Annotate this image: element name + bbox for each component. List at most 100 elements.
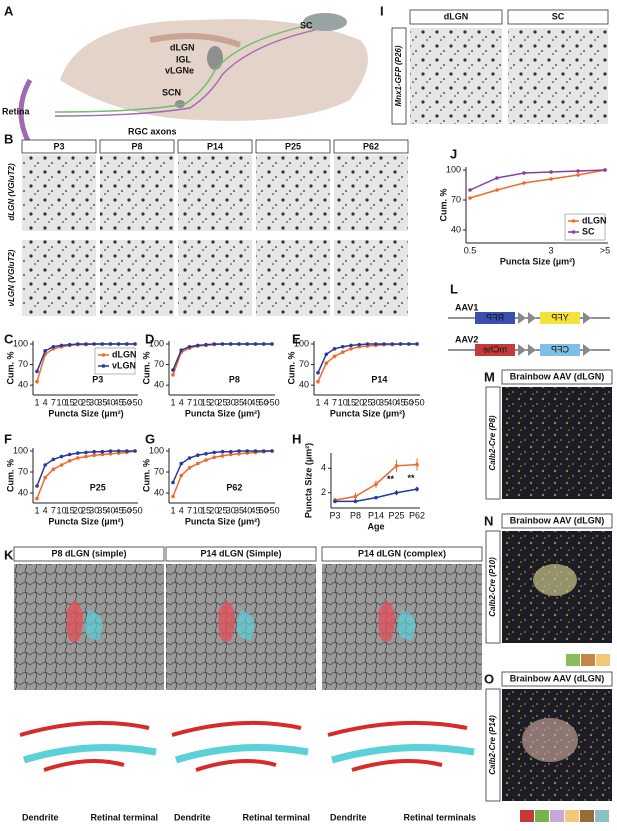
y-axis-label: Cum. % <box>438 188 448 221</box>
column-header <box>333 139 409 154</box>
data-point <box>340 350 345 355</box>
column-header <box>501 513 613 529</box>
legend-text: SC <box>582 226 595 236</box>
x-axis-label: Puncta Size (µm²) <box>185 408 260 418</box>
data-point <box>35 496 39 501</box>
x-tick-label: 15 <box>201 397 211 407</box>
column-header <box>501 369 613 385</box>
data-point <box>125 342 129 346</box>
data-point <box>171 494 175 499</box>
x-axis-label: Age <box>367 521 384 531</box>
data-point <box>204 342 208 347</box>
x-tick-label: 25 <box>81 505 91 515</box>
column-header <box>255 139 331 154</box>
x-tick-label: 35 <box>97 505 107 515</box>
x-tick-label: 35 <box>234 397 244 407</box>
x-tick-label: >50 <box>264 397 279 407</box>
column-header-text: P8 <box>131 141 142 151</box>
x-tick-label: 45 <box>250 505 260 515</box>
data-point <box>468 196 472 200</box>
x-tick-label: 15 <box>65 505 75 515</box>
data-point <box>116 449 121 453</box>
data-point <box>76 456 80 460</box>
data-point <box>357 342 362 347</box>
column-header-text: P25 <box>285 141 301 151</box>
construct-label: AAV2 <box>455 334 478 344</box>
region-label: Retina <box>2 106 31 116</box>
x-axis-label: Puncta Size (µm²) <box>330 408 405 418</box>
row-header <box>391 27 407 125</box>
micrograph <box>334 240 408 316</box>
legend-marker <box>101 364 106 368</box>
column-header-text: P3 <box>53 141 64 151</box>
data-point <box>228 342 233 346</box>
data-point <box>270 342 274 346</box>
y-axis-label: Cum. % <box>286 351 296 384</box>
series-line <box>469 169 606 199</box>
x-tick-label: 20 <box>209 397 219 407</box>
annotation: ** <box>387 474 395 484</box>
data-point <box>398 342 403 346</box>
y-tick-label: 70 <box>18 466 28 476</box>
x-tick-label: 3 <box>548 245 553 255</box>
micrograph <box>502 387 612 499</box>
data-point <box>125 449 129 453</box>
data-point <box>549 177 553 181</box>
column-header-text: Brainbow AAV (dLGN) <box>510 515 605 525</box>
gene-box <box>540 344 580 356</box>
x-tick-label: 4 <box>43 505 48 515</box>
micrograph <box>178 155 252 231</box>
lgn-region <box>207 46 223 70</box>
data-point <box>340 344 345 349</box>
row-label: Calb2-Cre (P10) <box>488 557 497 617</box>
x-tick-label: 45 <box>395 397 405 407</box>
lox-site <box>518 312 591 356</box>
legend-text: dLGN <box>582 215 607 225</box>
y-tick-label: 100 <box>13 445 28 455</box>
terminal-render <box>171 720 302 772</box>
data-point <box>220 449 225 454</box>
x-tick-label: 1 <box>170 505 175 515</box>
chart-title: P62 <box>226 482 242 492</box>
axon-path <box>54 24 311 113</box>
swatch <box>566 654 580 666</box>
chart-title: P3 <box>92 374 103 384</box>
x-tick-label: 10 <box>56 397 66 407</box>
em-segment <box>218 600 235 642</box>
data-point <box>549 170 553 174</box>
data-point <box>220 454 225 458</box>
data-point <box>316 379 320 384</box>
data-point <box>245 342 250 346</box>
construct-label: AAV1 <box>455 302 478 312</box>
column-header-text: P14 dLGN (Simple) <box>200 548 281 558</box>
data-point <box>324 352 329 357</box>
data-point <box>171 368 175 372</box>
data-point <box>195 343 200 348</box>
chart-title: P8 <box>229 374 240 384</box>
legend-marker <box>101 353 106 357</box>
micrograph <box>100 240 174 316</box>
row-header <box>485 386 501 500</box>
legend-text: Retinal terminals <box>403 812 476 822</box>
brain-tract <box>149 33 242 48</box>
data-point <box>187 466 192 470</box>
region-label: SC <box>300 20 313 30</box>
micrograph <box>22 155 96 231</box>
micrograph <box>178 240 252 316</box>
y-tick-label: 40 <box>18 380 28 390</box>
column-header <box>165 546 317 562</box>
data-point <box>84 342 88 346</box>
y-axis-label: Cum. % <box>141 459 151 492</box>
x-tick-label: 4 <box>43 397 48 407</box>
y-tick-label: 100 <box>446 164 461 174</box>
column-header <box>409 9 503 25</box>
column-header-text: Brainbow AAV (dLGN) <box>510 371 605 381</box>
data-point <box>59 454 64 459</box>
data-point <box>353 499 358 504</box>
x-tick-label: 30 <box>89 397 99 407</box>
x-tick-label: 50 <box>259 397 269 407</box>
data-point <box>237 449 241 453</box>
gene-box <box>475 344 515 356</box>
y-axis-label: Puncta Size (µm²) <box>303 443 313 518</box>
